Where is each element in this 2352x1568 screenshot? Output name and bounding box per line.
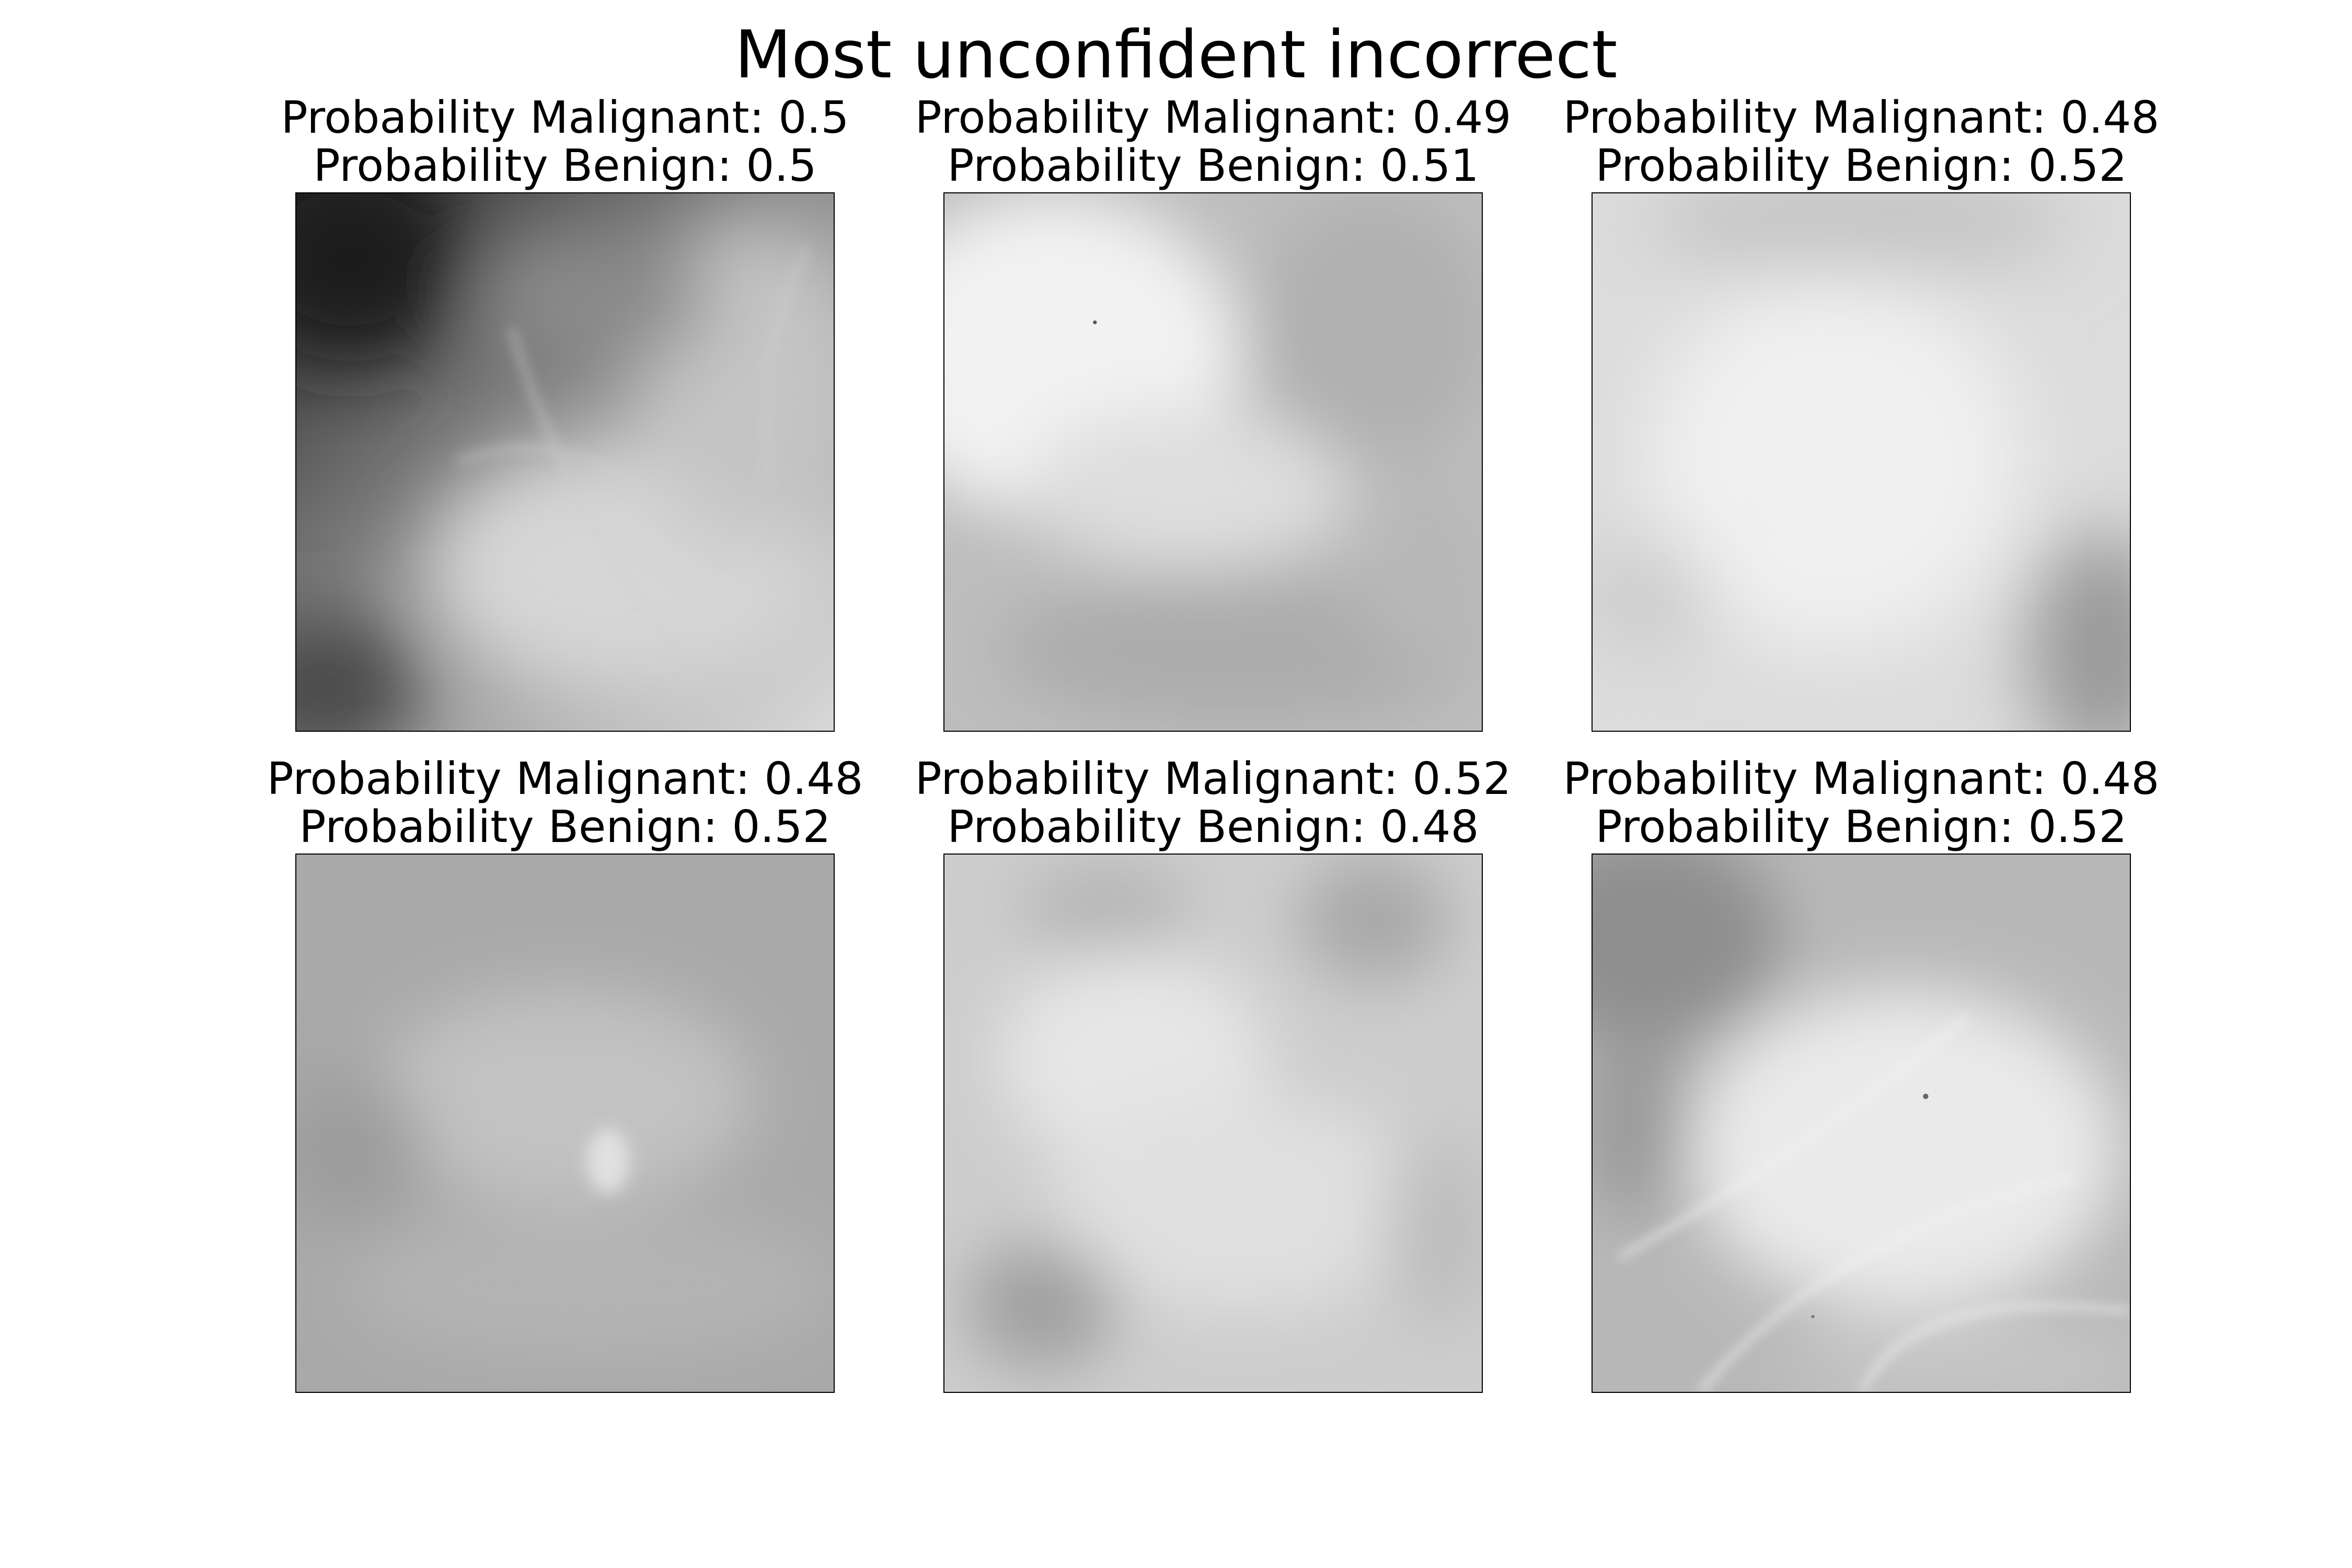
benign-probability-label: Probability Benign: 0.52 [1595, 801, 2127, 853]
benign-probability-label: Probability Benign: 0.51 [947, 140, 1479, 192]
benign-probability-label: Probability Benign: 0.5 [313, 140, 817, 192]
benign-probability-label: Probability Benign: 0.52 [299, 801, 831, 853]
malignant-probability-label: Probability Malignant: 0.48 [1563, 92, 2160, 144]
benign-probability-label: Probability Benign: 0.52 [1595, 140, 2127, 192]
malignant-probability-label: Probability Malignant: 0.5 [281, 92, 849, 144]
malignant-probability-label: Probability Malignant: 0.49 [915, 92, 1512, 144]
benign-probability-label: Probability Benign: 0.48 [947, 801, 1479, 853]
mammogram-image [295, 192, 835, 732]
mammogram-image [1592, 192, 2131, 732]
mammogram-image [943, 192, 1483, 732]
figure-title: Most unconfident incorrect [734, 16, 1618, 93]
malignant-probability-label: Probability Malignant: 0.52 [915, 753, 1512, 805]
mammogram-image [943, 854, 1483, 1393]
malignant-probability-label: Probability Malignant: 0.48 [1563, 753, 2160, 805]
mammogram-image [1592, 854, 2131, 1393]
mammogram-image [295, 854, 835, 1393]
malignant-probability-label: Probability Malignant: 0.48 [267, 753, 863, 805]
